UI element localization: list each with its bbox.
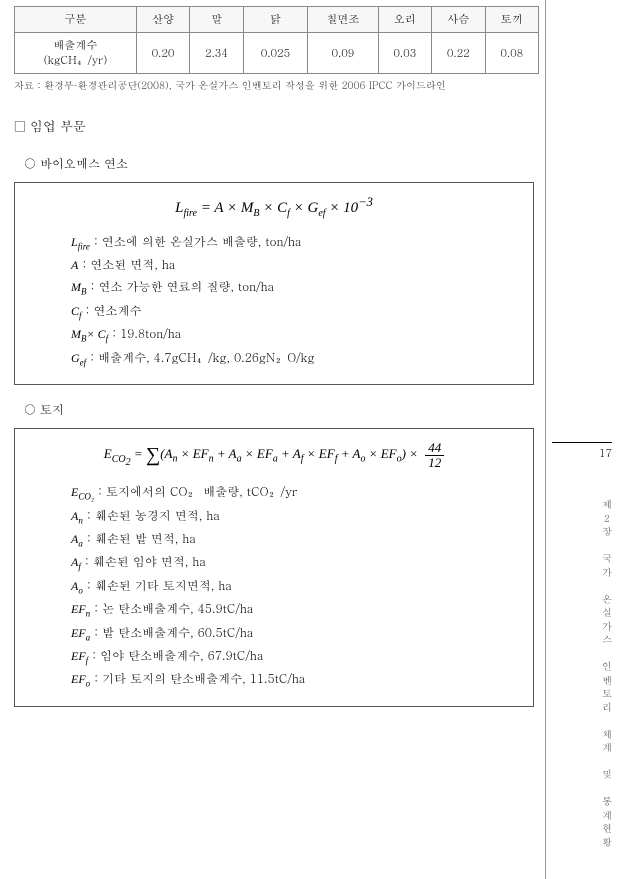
subsection-biomass: ○ 바이오매스 연소 [24,155,535,172]
cell-value: 0.03 [378,33,431,74]
cell-value: 0.20 [136,33,189,74]
col-header: 닭 [243,7,307,33]
definition: EFf : 임야 탄소배출계수, 67.9tC/ha [71,647,509,665]
table-source: 자료 : 환경부·환경관리공단(2008), 국가 온실가스 인벤토리 작성을 … [14,78,535,92]
cell-value: 0.08 [485,33,539,74]
col-header: 말 [190,7,243,33]
cell-value: 0.22 [432,33,485,74]
equation-co2: ECO2 = ∑(An × EFn + Aa × EFa + Af × EFf … [39,441,509,469]
subsection-land: ○ 토지 [24,401,535,418]
definition: Cf : 연소계수 [71,302,509,320]
definition: An : 훼손된 농경지 면적, ha [71,507,509,525]
definition: Af : 훼손된 임야 면적, ha [71,553,509,571]
definition: A : 연소된 면적, ha [71,256,509,273]
definition: EFn : 논 탄소배출계수, 45.9tC/ha [71,600,509,618]
cell-value: 2.34 [190,33,243,74]
definition: ECO₂ : 토지에서의 CO₂ 배출량, tCO₂/yr [71,483,509,501]
definition: Lfire : 연소에 의한 온실가스 배출량, ton/ha [71,233,509,251]
emission-factor-table: 구분산양말닭칠면조오리사슴토끼 배출계수(kgCH₄/yr)0.202.340.… [14,6,539,74]
col-header: 사슴 [432,7,485,33]
equation-fire: Lfire = A × MB × Cf × Gef × 10−3 [39,195,509,219]
cell-value: 0.09 [308,33,378,74]
col-header: 토끼 [485,7,539,33]
row-label: 배출계수(kgCH₄/yr) [15,33,137,74]
definition: EFo : 기타 토지의 탄소배출계수, 11.5tC/ha [71,670,509,688]
col-header: 산양 [136,7,189,33]
formula-box-biomass: Lfire = A × MB × Cf × Gef × 10−3 Lfire :… [14,182,534,385]
definition: EFa : 밭 탄소배출계수, 60.5tC/ha [71,624,509,642]
col-header: 오리 [378,7,431,33]
formula-box-land: ECO2 = ∑(An × EFn + Aa × EFa + Af × EFf … [14,428,534,707]
page-number: 17 [552,442,612,461]
definition: Ao : 훼손된 기타 토지면적, ha [71,577,509,595]
col-header: 구분 [15,7,137,33]
side-margin: 17 제２장 국가 온실가스 인벤토리 체계 및 통계현황 [545,0,625,879]
chapter-label: 제２장 국가 온실가스 인벤토리 체계 및 통계현황 [601,498,613,849]
definition: Aa : 훼손된 밭 면적, ha [71,530,509,548]
section-heading: □ 임업 부문 [14,116,535,135]
cell-value: 0.025 [243,33,307,74]
col-header: 칠면조 [308,7,378,33]
definition: MB : 연소 가능한 연료의 질량, ton/ha [71,278,509,296]
definition: MB× Cf : 19.8ton/ha [71,325,509,343]
definition: Gef : 배출계수, 4.7gCH₄/kg, 0.26gN₂O/kg [71,349,509,367]
